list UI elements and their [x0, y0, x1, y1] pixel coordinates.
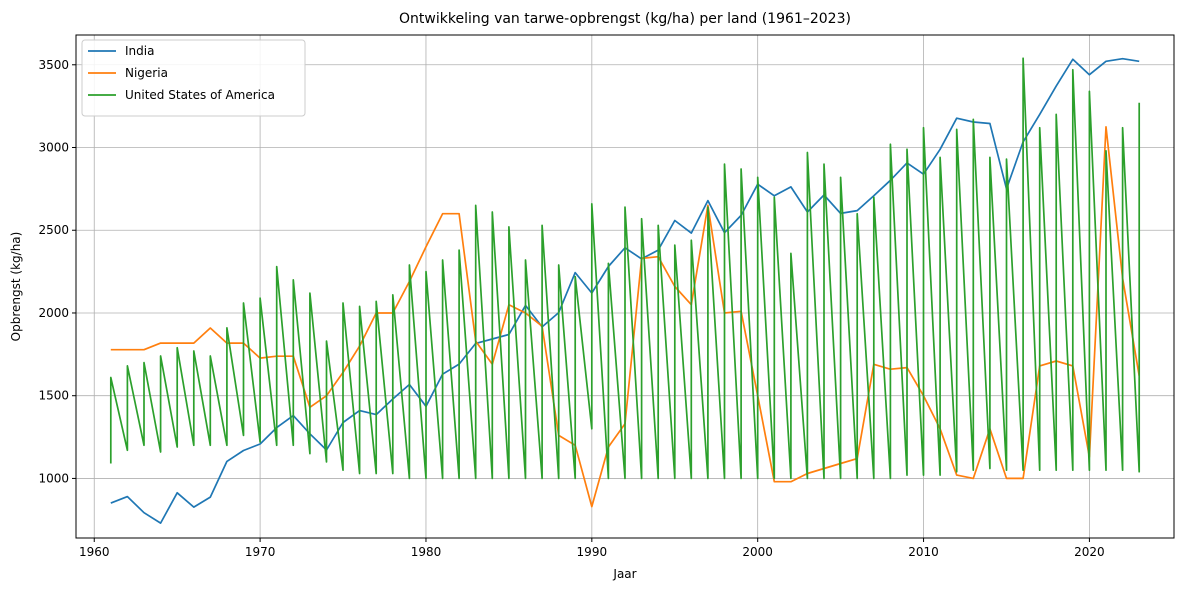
legend: India Nigeria United States of America: [81, 39, 306, 117]
y-tick-label: 3000: [38, 141, 69, 155]
x-tick-label: 1970: [245, 545, 276, 559]
series-line-united-states-of-america: [109, 57, 1141, 480]
y-tick-label: 3500: [38, 58, 69, 72]
y-tick-label: 2000: [38, 306, 69, 320]
y-tick-label: 1000: [38, 471, 69, 485]
x-tick-label: 1980: [411, 545, 442, 559]
x-tick-label: 2000: [742, 545, 773, 559]
chart-title: Ontwikkeling van tarwe-opbrengst (kg/ha)…: [399, 11, 851, 27]
legend-box: [81, 39, 306, 117]
x-tick-label: 1990: [577, 545, 608, 559]
y-tick-label: 2500: [38, 223, 69, 237]
x-axis: 1960 1970 1980 1990 2000 2010 2020: [79, 538, 1105, 559]
legend-label-nigeria: Nigeria: [125, 66, 168, 80]
y-tick-label: 1500: [38, 389, 69, 403]
series-layer: [109, 57, 1141, 524]
y-axis-label: Opbrengst (kg/ha): [9, 232, 23, 342]
legend-label-india: India: [125, 44, 154, 58]
legend-label-united-states-of-america: United States of America: [125, 88, 275, 102]
y-axis: 1000 1500 2000 2500 3000 3500: [38, 58, 76, 485]
x-tick-label: 1960: [79, 545, 110, 559]
x-axis-label: Jaar: [612, 567, 636, 581]
x-tick-label: 2010: [908, 545, 939, 559]
plot-frame: [75, 34, 1175, 539]
x-tick-label: 2020: [1074, 545, 1105, 559]
